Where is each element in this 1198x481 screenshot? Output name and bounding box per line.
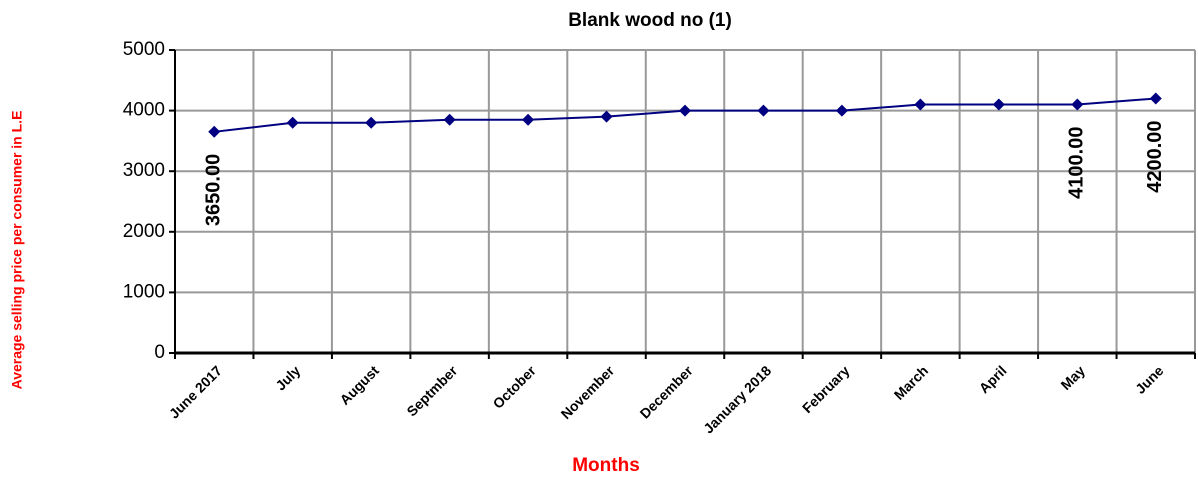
x-tick-label: February xyxy=(799,362,853,416)
chart-title: Blank wood no (1) xyxy=(568,10,732,31)
y-tick-label: 3000 xyxy=(123,160,165,181)
y-tick-label: 4000 xyxy=(123,100,165,121)
x-axis-label: Months xyxy=(572,455,640,476)
marker xyxy=(835,104,848,117)
marker xyxy=(1149,92,1162,105)
marker xyxy=(992,98,1005,111)
x-tick-label: April xyxy=(976,362,1010,396)
y-tick-label: 1000 xyxy=(123,281,165,302)
x-tick-label: January 2018 xyxy=(700,362,774,436)
marker xyxy=(365,116,378,129)
marker xyxy=(1071,98,1084,111)
marker xyxy=(286,116,299,129)
marker xyxy=(522,113,535,126)
x-tick-label: Septmber xyxy=(403,362,460,419)
data-label: 4100.00 xyxy=(1066,127,1088,199)
data-label: 3650.00 xyxy=(203,154,225,226)
x-tick-label: June 2017 xyxy=(166,362,225,421)
y-tick-label: 2000 xyxy=(123,221,165,242)
marker xyxy=(443,113,456,126)
data-label: 4200.00 xyxy=(1144,120,1166,192)
marker xyxy=(208,125,221,138)
x-tick-label: June xyxy=(1132,362,1167,397)
y-tick-label: 5000 xyxy=(123,39,165,60)
marker xyxy=(914,98,927,111)
y-tick-label: 0 xyxy=(154,342,165,363)
marker xyxy=(757,104,770,117)
marker xyxy=(679,104,691,117)
x-tick-label: December xyxy=(637,362,697,422)
y-axis-label: Average selling price per consumer in L.… xyxy=(9,111,25,390)
x-tick-label: October xyxy=(490,362,540,412)
x-tick-label: July xyxy=(272,362,303,393)
x-tick-label: March xyxy=(891,362,931,402)
x-tick-label: August xyxy=(336,362,382,408)
x-tick-label: May xyxy=(1057,362,1088,393)
marker xyxy=(600,110,613,123)
x-tick-label: November xyxy=(558,362,618,422)
